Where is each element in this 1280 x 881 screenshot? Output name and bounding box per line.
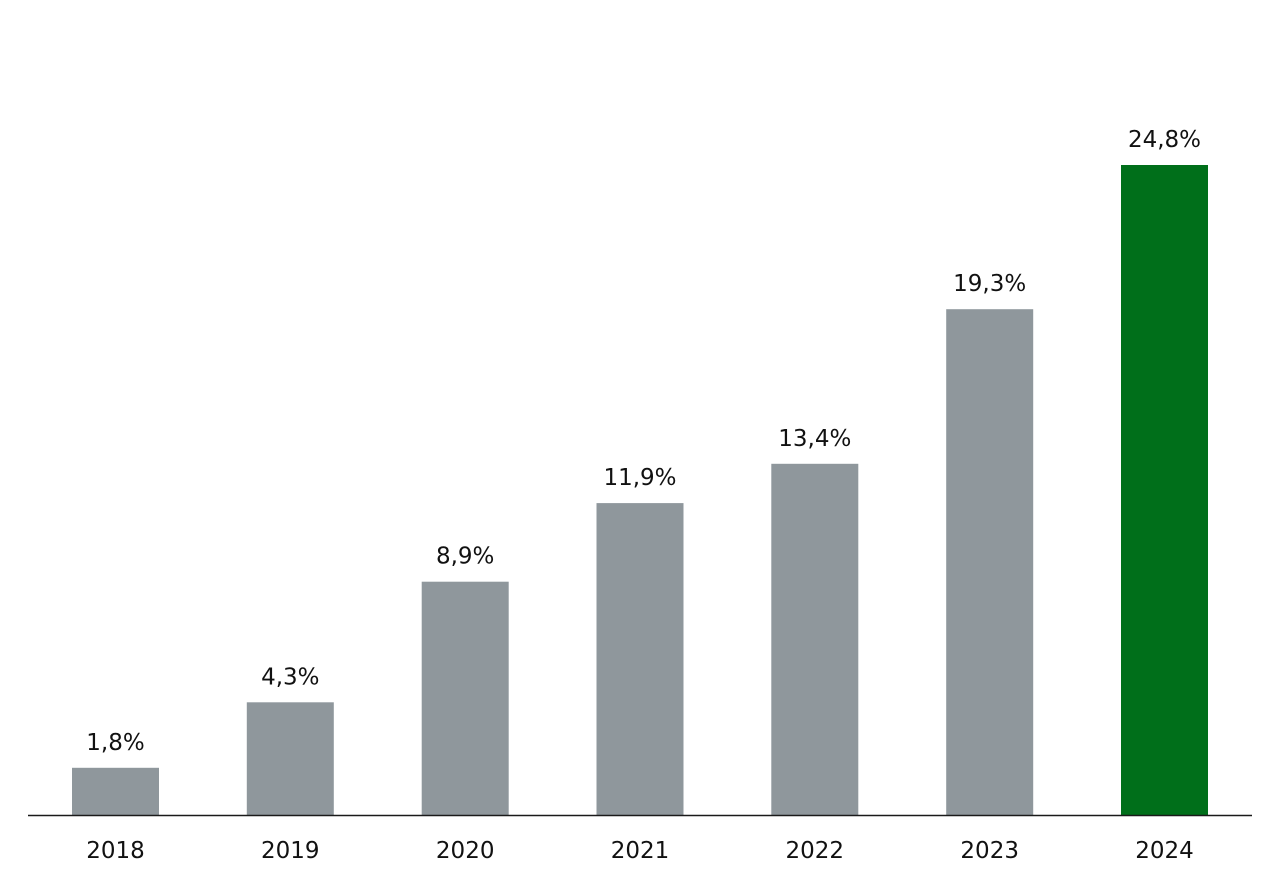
x-tick-label-2021: 2021 bbox=[611, 838, 670, 864]
x-tick-label-2022: 2022 bbox=[786, 838, 845, 864]
value-label-2022: 13,4% bbox=[778, 426, 851, 452]
bar-2022 bbox=[771, 463, 859, 815]
x-axis-ticks-group: 2018 2019 2020 2021 2022 2023 2024 bbox=[86, 838, 1194, 864]
x-tick-label-2019: 2019 bbox=[261, 838, 320, 864]
bar-2021 bbox=[596, 503, 684, 815]
value-label-2018: 1,8% bbox=[86, 730, 144, 756]
bar-2024 bbox=[1121, 165, 1208, 815]
bars-group bbox=[72, 165, 1208, 815]
x-tick-label-2024: 2024 bbox=[1135, 838, 1194, 864]
bar-2018 bbox=[72, 767, 159, 815]
bar-2023 bbox=[946, 309, 1034, 815]
bar-2019 bbox=[246, 702, 334, 815]
value-label-2019: 4,3% bbox=[261, 664, 319, 690]
value-label-2020: 8,9% bbox=[436, 544, 494, 570]
x-tick-label-2023: 2023 bbox=[960, 838, 1019, 864]
value-label-2023: 19,3% bbox=[953, 271, 1026, 297]
bar-2020 bbox=[421, 581, 509, 815]
x-tick-label-2018: 2018 bbox=[86, 838, 145, 864]
x-tick-label-2020: 2020 bbox=[436, 838, 495, 864]
value-labels-group: 1,8% 4,3% 8,9% 11,9% 13,4% 19,3% 24,8% bbox=[86, 127, 1201, 756]
value-label-2021: 11,9% bbox=[603, 465, 676, 491]
value-label-2024: 24,8% bbox=[1128, 127, 1201, 153]
